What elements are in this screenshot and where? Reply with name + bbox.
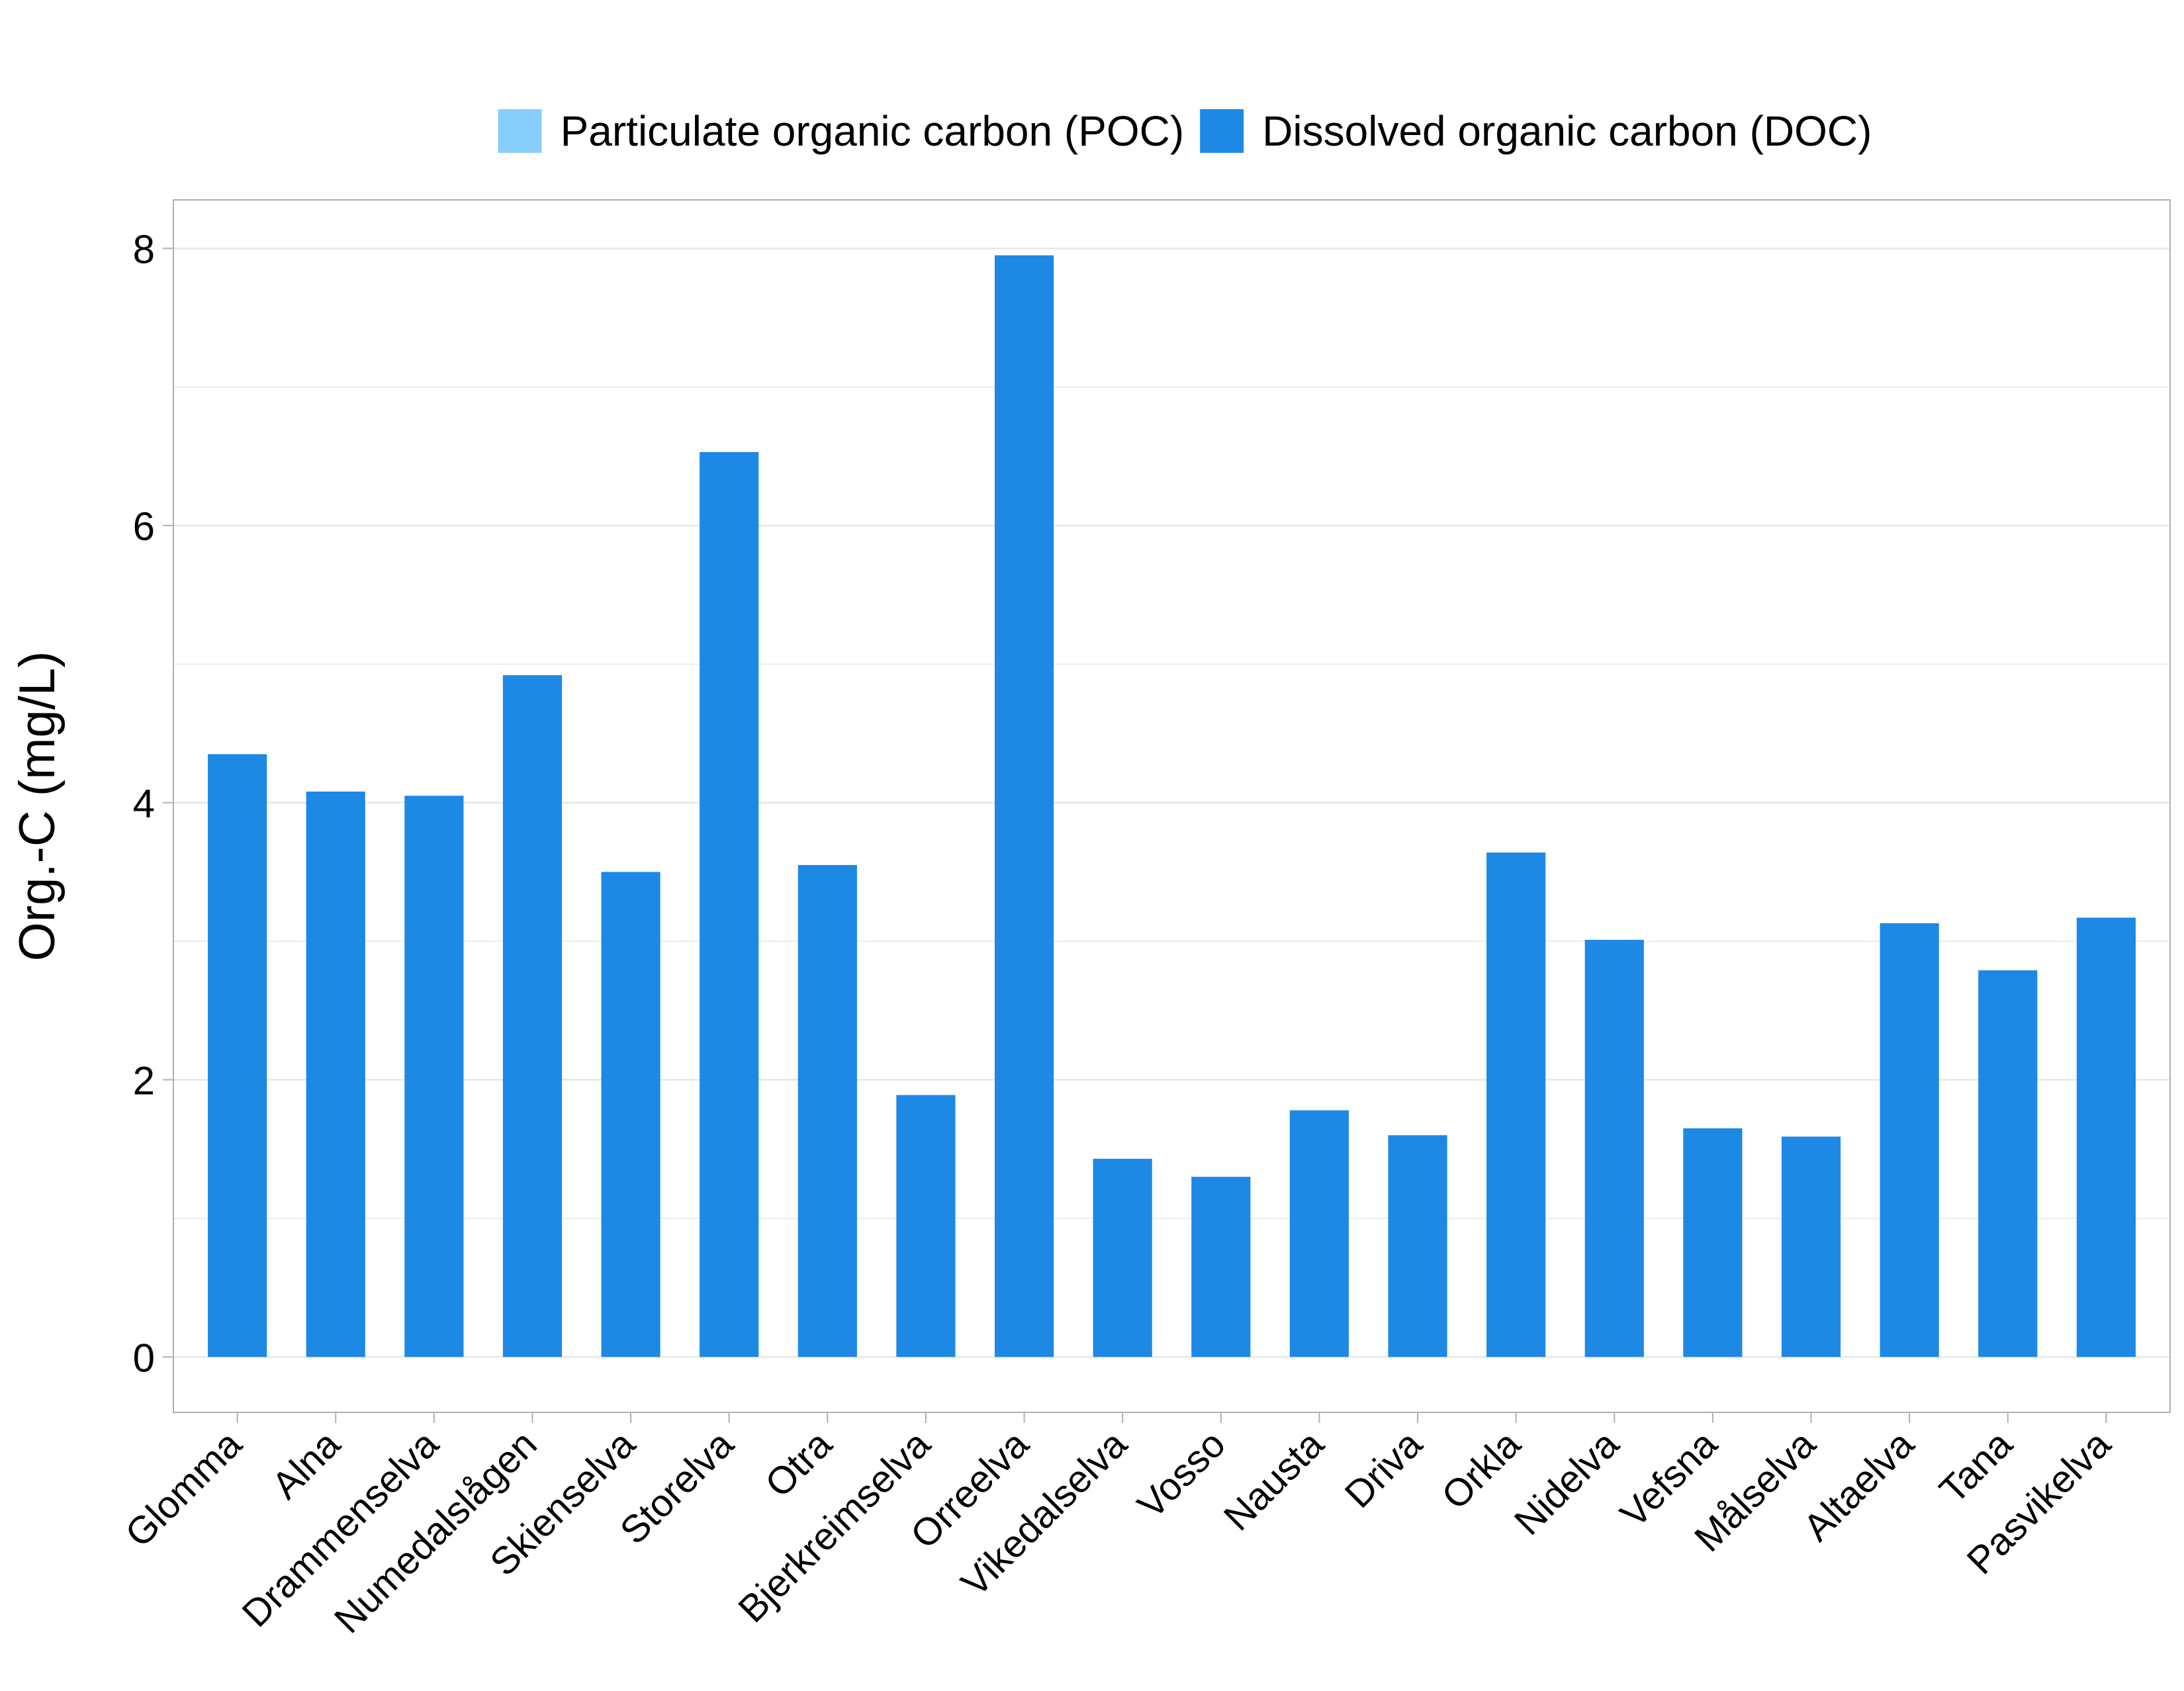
bar-doc-otra <box>797 864 857 1357</box>
bar-doc-tana <box>1978 970 2038 1357</box>
legend-label-doc: Dissolved organic carbon (DOC) <box>1262 107 1872 155</box>
y-axis: 0 2 4 6 8 <box>133 227 173 1380</box>
bar-doc-driva <box>1388 1135 1447 1357</box>
bar-doc-glomma <box>208 754 267 1357</box>
bar-doc-numedalslågen <box>502 675 563 1357</box>
x-tick-label: Alna <box>263 1422 349 1508</box>
bar-doc-drammenselva <box>404 796 464 1357</box>
bar-doc-alna <box>306 792 365 1357</box>
x-tick-label: Orkla <box>1433 1422 1529 1518</box>
bar-doc-skienselva <box>601 872 660 1357</box>
x-tick-label: Driva <box>1337 1422 1431 1516</box>
x-tick-label: Nidelva <box>1506 1422 1627 1543</box>
x-tick-label: Altaelva <box>1795 1422 1922 1549</box>
bar-doc-pasvikelva <box>2076 917 2136 1357</box>
legend-key-doc <box>1200 109 1244 153</box>
bar-doc-altaelva <box>1880 923 1939 1357</box>
x-tick-label: Nausta <box>1216 1422 1332 1539</box>
bar-doc-vikedalselva <box>1093 1158 1152 1357</box>
plot-panel-border <box>173 199 2171 1413</box>
y-axis-title: Org.-C (mg/L) <box>9 651 66 962</box>
bar-doc-nausta <box>1289 1110 1349 1357</box>
y-tick-label: 6 <box>133 504 155 549</box>
bar-doc-vefsna <box>1683 1128 1743 1357</box>
legend-label-poc: Particulate organic carbon (POC) <box>561 107 1185 155</box>
gridlines <box>173 248 2170 1358</box>
x-tick-label: Glomma <box>117 1422 250 1555</box>
bar-doc-målselva <box>1781 1136 1841 1357</box>
bar-doc-nidelva <box>1584 940 1644 1357</box>
x-axis: Glomma AlnaDrammenselvaNumedalslågenSkien… <box>117 1412 2119 1641</box>
bar-doc-vosso <box>1191 1177 1251 1357</box>
bar-doc-orkla <box>1486 852 1546 1357</box>
y-tick-label: 0 <box>133 1336 155 1380</box>
y-tick-label: 8 <box>133 227 155 271</box>
x-tick-label: Otra <box>757 1422 841 1506</box>
x-tick-label: Tana <box>1931 1422 2021 1512</box>
bar-doc-orreelva <box>994 255 1054 1357</box>
y-tick-label: 2 <box>133 1059 155 1103</box>
bar-doc-bjerkreimselva <box>896 1095 956 1357</box>
legend: Particulate organic carbon (POC) Dissolve… <box>498 107 1872 155</box>
bars <box>208 255 2136 1357</box>
y-tick-label: 4 <box>133 782 155 826</box>
bar-doc-storelva <box>700 452 759 1357</box>
legend-key-poc <box>498 109 542 153</box>
